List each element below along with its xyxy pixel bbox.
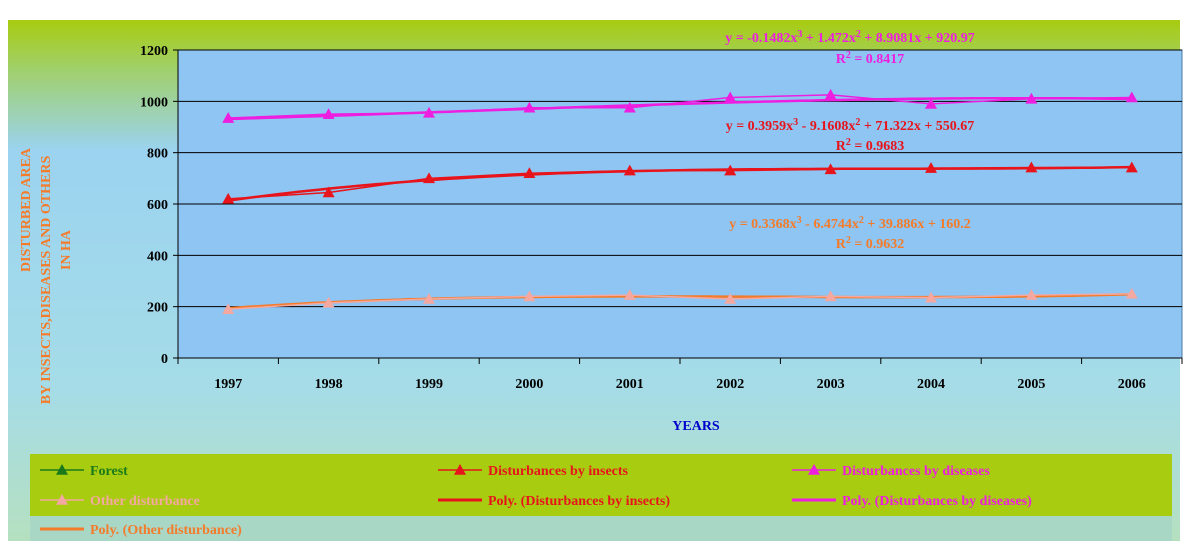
x-tick-label-2003: 2003: [817, 377, 845, 392]
y-axis-title-line-3: IN HA: [59, 229, 74, 270]
data-point-other-disturbance: [724, 292, 737, 304]
legend-label: Poly. (Disturbances by diseases): [842, 494, 1032, 509]
data-point-other-disturbance: [423, 292, 435, 304]
legend-item-other-disturbance: Other disturbance: [40, 494, 200, 509]
legend-item-forest: Forest: [40, 464, 128, 479]
data-point-disturbances-by-diseases: [724, 91, 737, 103]
data-point-disturbances-by-insects: [423, 172, 435, 184]
y-tick-label-200: 200: [147, 301, 168, 316]
y-tick-label-600: 600: [147, 198, 168, 213]
x-tick-label-1999: 1999: [415, 377, 443, 392]
data-point-other-disturbance: [1125, 287, 1138, 299]
data-point-disturbances-by-diseases: [623, 101, 636, 113]
trend-r2-poly-other-disturbance: R2 = 0.9632: [836, 235, 905, 253]
trend-equations: y = 0.3959x3 - 9.1608x2 + 71.322x + 550.…: [725, 29, 975, 253]
trend-r2-poly-disturbances-by-insects: R2 = 0.9683: [836, 137, 905, 155]
data-point-disturbances-by-insects: [824, 163, 837, 175]
legend-swatch-marker: [808, 464, 820, 475]
x-axis-title: YEARS: [672, 419, 720, 434]
legend-item-disturbances-by-diseases: Disturbances by diseases: [792, 464, 990, 479]
x-tick-label-1998: 1998: [315, 377, 343, 392]
data-point-disturbances-by-diseases: [1025, 92, 1038, 104]
x-tick-label-2001: 2001: [616, 377, 644, 392]
x-tick-label-2006: 2006: [1118, 377, 1146, 392]
legend: Forest Disturbances by insects Disturbance…: [40, 464, 1032, 538]
data-point-disturbances-by-diseases: [523, 101, 536, 113]
data-point-disturbances-by-diseases: [222, 112, 235, 123]
legend-row3-band: [30, 516, 1172, 541]
legend-item-poly-other-disturbance: Poly. (Other disturbance): [40, 523, 242, 538]
legend-item-poly-disturbances-by-insects: Poly. (Disturbances by insects): [438, 494, 670, 509]
data-point-disturbances-by-insects: [925, 162, 937, 173]
y-tick-label-800: 800: [147, 147, 168, 162]
y-tick-label-0: 0: [161, 352, 168, 367]
legend-item-poly-disturbances-by-diseases: Poly. (Disturbances by diseases): [792, 494, 1032, 509]
legend-swatch-marker: [56, 464, 68, 475]
gridlines: [178, 49, 1182, 308]
data-point-disturbances-by-insects: [724, 164, 737, 176]
legend-label: Other disturbance: [90, 494, 200, 509]
data-point-disturbances-by-diseases: [1125, 91, 1138, 103]
trend-equation-poly-disturbances-by-insects: y = 0.3959x3 - 9.1608x2 + 71.322x + 550.…: [726, 117, 975, 135]
data-point-other-disturbance: [925, 291, 937, 303]
y-axis-title: DISTURBED AREA BY INSECTS,DISEASES AND O…: [19, 147, 74, 404]
data-point-other-disturbance: [824, 290, 837, 302]
y-tick-label-1200: 1200: [140, 44, 168, 59]
legend-label: Poly. (Disturbances by insects): [488, 494, 670, 509]
series-line-other-disturbance: [228, 293, 1132, 310]
y-tick-label-400: 400: [147, 249, 168, 264]
legend-swatch-marker: [454, 464, 466, 475]
data-point-disturbances-by-insects: [1025, 161, 1038, 173]
trend-equation-poly-other-disturbance: y = 0.3368x3 - 6.4744x2 + 39.886x + 160.…: [729, 215, 971, 233]
data-point-disturbances-by-insects: [1125, 161, 1138, 173]
y-axis-title-line-2: BY INSECTS,DISEASES AND OTHERS: [39, 156, 54, 405]
x-tick-label-2005: 2005: [1017, 377, 1045, 392]
data-point-disturbances-by-diseases: [925, 97, 937, 109]
axes: 0 200 400 600 800 1000 1200 1997 1998 1999 2000 200…: [140, 44, 1183, 392]
legend-item-disturbances-by-insects: Disturbances by insects: [438, 464, 629, 479]
data-point-disturbances-by-diseases: [824, 88, 837, 100]
data-point-other-disturbance: [523, 290, 536, 302]
legend-swatch-marker: [56, 494, 68, 505]
data-point-disturbances-by-insects: [623, 164, 636, 176]
y-axis-title-line-1: DISTURBED AREA: [19, 147, 34, 272]
x-tick-label-1997: 1997: [214, 377, 242, 392]
legend-label: Disturbances by diseases: [842, 464, 990, 479]
data-point-disturbances-by-diseases: [423, 106, 435, 118]
y-tick-label-1000: 1000: [140, 95, 168, 110]
data-point-disturbances-by-diseases: [322, 108, 335, 119]
legend-label: Forest: [90, 464, 128, 479]
data-point-other-disturbance: [322, 296, 335, 308]
data-point-other-disturbance: [222, 303, 235, 315]
data-point-disturbances-by-insects: [222, 192, 235, 204]
series-line-disturbances-by-insects: [228, 166, 1132, 200]
trend-r2-poly-disturbances-by-diseases: R2 = 0.8417: [836, 50, 905, 68]
data-series: [222, 88, 1138, 315]
data-point-disturbances-by-insects: [322, 186, 335, 198]
trend-equation-poly-disturbances-by-diseases: y = -0.1482x3 + 1.472x2 + 8.9081x + 920.…: [725, 29, 975, 47]
data-point-other-disturbance: [623, 289, 636, 300]
legend-label: Disturbances by insects: [488, 464, 629, 479]
data-point-other-disturbance: [1025, 289, 1038, 300]
series-line-disturbances-by-diseases: [228, 94, 1132, 119]
x-tick-label-2004: 2004: [917, 377, 945, 392]
x-tick-label-2000: 2000: [515, 377, 543, 392]
legend-label: Poly. (Other disturbance): [90, 523, 242, 538]
x-tick-label-2002: 2002: [716, 377, 744, 392]
data-point-disturbances-by-insects: [523, 167, 536, 178]
